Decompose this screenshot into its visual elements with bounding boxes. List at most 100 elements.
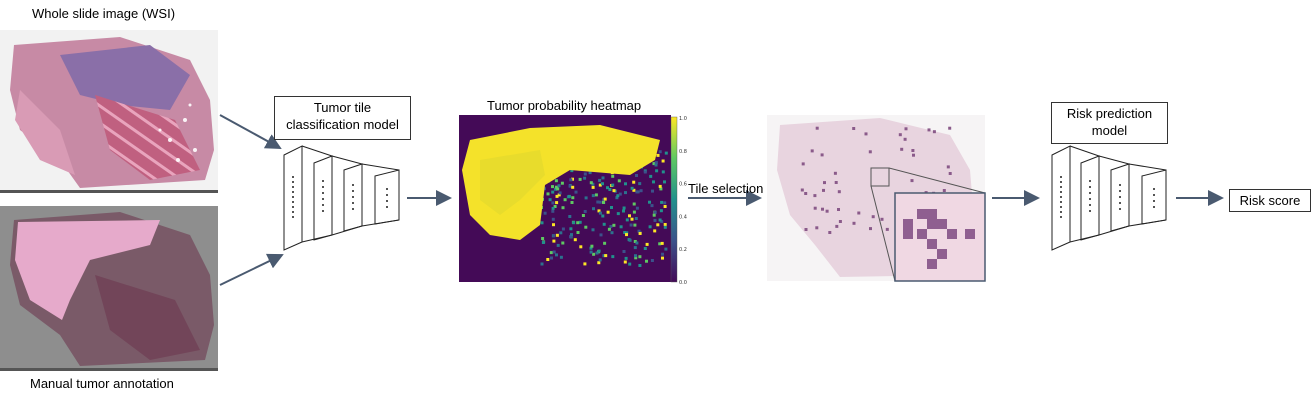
selected-tile-dot (864, 132, 868, 136)
heatmap-cell (597, 249, 601, 253)
heatmap-cell (655, 169, 659, 173)
selected-tile-dot (801, 162, 805, 166)
heatmap-cell (546, 258, 550, 261)
heatmap-cell (661, 252, 664, 256)
heatmap-cell (555, 185, 558, 189)
heatmap-cell (633, 223, 637, 227)
selected-tile-dot (903, 137, 907, 141)
selected-tile-dot (868, 150, 872, 154)
heatmap-cell (611, 183, 615, 187)
heatmap-cell (618, 192, 622, 196)
selected-tile-dot (813, 194, 817, 198)
heatmap-cell (589, 250, 593, 254)
heatmap-cell (663, 225, 667, 229)
risk-score-box: Risk score (1229, 189, 1311, 212)
heatmap-cell (653, 211, 657, 215)
selected-tile-dot (852, 127, 856, 130)
heatmap-cell (633, 240, 637, 243)
heatmap-cell (573, 238, 577, 242)
heatmap-cell (654, 163, 658, 167)
heatmap-cell (648, 225, 652, 229)
heatmap-cell (623, 231, 627, 234)
heatmap-cell (625, 218, 629, 222)
colorbar-tick-label: 0.2 (679, 247, 687, 253)
heatmap-cell (617, 179, 621, 183)
heatmap-cell (606, 210, 610, 214)
heatmap-cell (561, 241, 565, 245)
heatmap-cell (571, 177, 574, 181)
heatmap-cell (632, 188, 636, 192)
heatmap-cell (594, 193, 598, 197)
heatmap-cell (652, 180, 655, 184)
heatmap-cell (591, 194, 595, 198)
heatmap-cell (552, 223, 555, 227)
heatmap-cell (598, 258, 602, 262)
heatmap-cell (638, 182, 642, 186)
heatmap-cell (570, 201, 574, 204)
tile-model-label: Tumor tile classification model (274, 96, 411, 140)
heatmap-cell (540, 221, 544, 225)
selected-tile-dot (825, 209, 829, 213)
selected-tile-dot (869, 227, 872, 231)
heatmap-cell (629, 223, 633, 227)
heatmap-cell (661, 170, 665, 174)
heatmap-cell (658, 150, 662, 154)
heatmap-cell (643, 247, 647, 250)
heatmap-cell (569, 235, 573, 239)
selected-tile-dot (898, 133, 902, 137)
heatmap-cell (634, 217, 638, 220)
heatmap-cell (570, 233, 573, 237)
heatmap-cell (579, 245, 583, 249)
heatmap-cell (574, 190, 578, 194)
heatmap-cell (652, 162, 656, 166)
heatmap-cell (559, 231, 563, 235)
heatmap-cell (630, 217, 634, 221)
heatmap-cell (652, 213, 656, 217)
heatmap-cell (610, 231, 614, 235)
heatmap-cell (597, 209, 601, 213)
heatmap-cell (569, 227, 573, 231)
heatmap-cell (632, 202, 636, 206)
wsi-image (0, 30, 218, 193)
heatmap-cell (556, 187, 560, 191)
selected-tile-dot (821, 207, 824, 211)
tile-selection-label: Tile selection (688, 181, 764, 196)
heatmap-cell (628, 262, 632, 266)
heatmap-cell (619, 225, 623, 229)
heatmap-cell (639, 189, 643, 193)
heatmap-cell (625, 231, 629, 235)
heatmap-cell (551, 209, 555, 213)
heatmap-cell (592, 207, 595, 211)
heatmap-cell (623, 260, 627, 264)
heatmap-cell (551, 217, 555, 221)
heatmap-cell (583, 172, 587, 176)
heatmap-image (459, 115, 678, 283)
heatmap-cell (645, 259, 648, 263)
selected-tile-dot (932, 130, 936, 134)
heatmap-cell (578, 220, 582, 224)
heatmap-cell (540, 262, 544, 266)
heatmap-cell (604, 254, 608, 258)
heatmap-cell (554, 179, 558, 183)
heatmap-cell (635, 206, 639, 210)
risk-model-label: Risk prediction model (1051, 102, 1168, 144)
selected-tile-dot (837, 190, 841, 194)
heatmap-cell (551, 190, 555, 194)
heatmap-cell (568, 215, 572, 218)
selected-tile-dot (911, 149, 915, 152)
selected-tile-dot (800, 188, 804, 192)
heatmap-cell (653, 229, 657, 233)
selected-tile-dot (900, 147, 904, 151)
heatmap-cell (559, 255, 563, 259)
heatmap-cell (589, 181, 593, 185)
heatmap-cell (615, 196, 619, 200)
heatmap-cell (611, 255, 615, 259)
heatmap-cell (561, 206, 565, 210)
selected-tile-dot (948, 126, 952, 130)
colorbar-tick-label: 0.4 (679, 214, 687, 220)
heatmap-title: Tumor probability heatmap (487, 98, 642, 113)
heatmap-cell (578, 177, 582, 181)
heatmap-cell (664, 151, 668, 155)
heatmap-cell (572, 221, 576, 225)
